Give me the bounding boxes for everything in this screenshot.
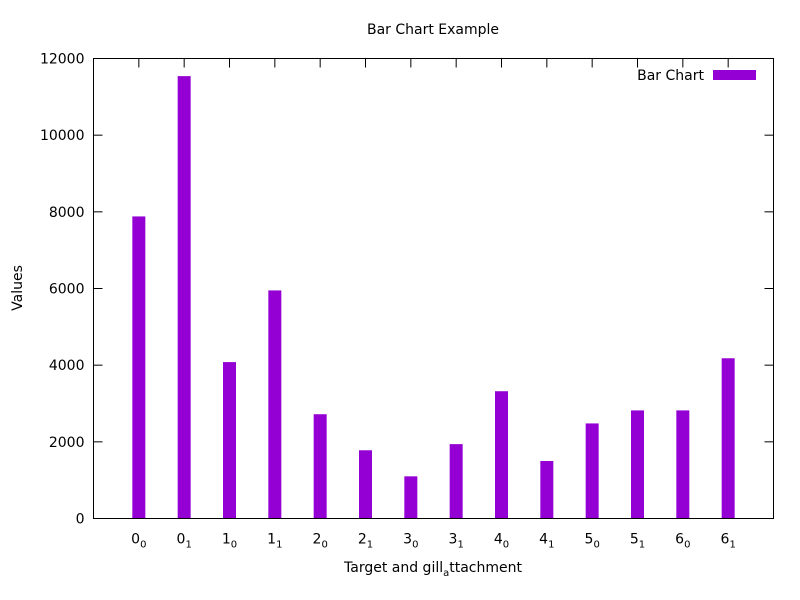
legend: Bar Chart <box>637 68 756 84</box>
bar-series <box>132 76 735 519</box>
bar <box>313 414 327 519</box>
bar <box>585 423 599 519</box>
y-tick-label: 12000 <box>40 52 85 68</box>
y-tick-label: 2000 <box>49 435 85 451</box>
bar <box>268 290 282 519</box>
x-tick-label: 31 <box>449 532 464 551</box>
x-tick-label: 50 <box>585 532 600 551</box>
bar <box>721 358 735 519</box>
bar <box>631 410 644 519</box>
x-axis-ticks: 00 01 10 11 20 21 30 31 40 41 50 51 60 61 <box>131 58 736 551</box>
x-tick-label: 10 <box>222 532 237 551</box>
x-tick-label: 61 <box>721 532 736 551</box>
bar <box>223 362 236 519</box>
bar <box>540 461 554 519</box>
y-tick-label: 8000 <box>49 205 85 221</box>
y-tick-label: 10000 <box>40 128 85 144</box>
chart-title: Bar Chart Example <box>367 22 499 38</box>
bar <box>676 410 690 519</box>
legend-swatch <box>713 70 756 80</box>
y-axis-title: Values <box>10 265 26 311</box>
x-tick-label: 00 <box>131 532 146 551</box>
bar <box>132 216 146 519</box>
x-tick-label: 01 <box>177 532 192 551</box>
bar <box>404 476 418 519</box>
x-tick-label: 40 <box>494 532 509 551</box>
x-tick-label: 60 <box>675 532 690 551</box>
x-tick-label: 21 <box>358 532 373 551</box>
x-tick-label: 11 <box>267 532 282 551</box>
x-tick-label: 51 <box>630 532 645 551</box>
x-axis-title-tail: ttachment <box>449 560 522 576</box>
x-tick-label: 41 <box>539 532 554 551</box>
legend-label: Bar Chart <box>637 68 704 84</box>
y-tick-label: 6000 <box>49 282 85 298</box>
x-tick-label: 30 <box>403 532 418 551</box>
bar <box>495 391 508 519</box>
x-tick-label: 20 <box>313 532 328 551</box>
bar <box>449 444 463 519</box>
x-axis-title: Target and gillattachment <box>343 560 523 579</box>
plot-frame <box>93 58 774 519</box>
y-tick-label: 4000 <box>49 358 85 374</box>
x-axis-title-main: Target and gill <box>343 560 443 576</box>
x-axis-title-subscript: a <box>443 568 449 579</box>
bar <box>177 76 191 519</box>
y-tick-label: 0 <box>76 512 85 528</box>
y-axis-ticks: 0 2000 4000 6000 8000 10000 12000 <box>40 52 774 528</box>
bar <box>359 450 372 519</box>
